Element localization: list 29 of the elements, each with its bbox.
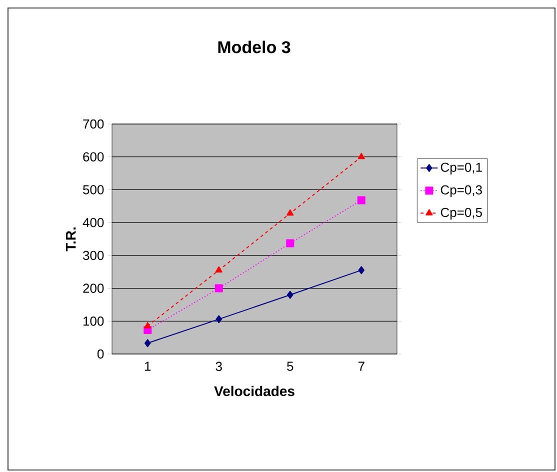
chart-title: Modelo 3 — [218, 40, 290, 54]
x-tick-label: 1 — [145, 362, 151, 371]
legend-label: Cp=0,5 — [440, 208, 482, 220]
point — [215, 266, 222, 272]
y-tick-label: 700 — [83, 119, 104, 129]
point — [216, 315, 222, 324]
y-tick-label: 600 — [83, 152, 104, 162]
y-tick-label: 200 — [83, 284, 104, 293]
x-tick-label: 7 — [358, 362, 364, 371]
point — [357, 196, 366, 204]
y-tick-label: 500 — [83, 185, 104, 194]
point — [358, 266, 364, 274]
point — [287, 290, 294, 299]
point — [286, 209, 294, 216]
x-tick-label: 3 — [216, 362, 222, 372]
point — [358, 152, 365, 160]
y-tick-label: 100 — [84, 316, 104, 326]
x-axis-title: Velocidades — [214, 386, 294, 396]
point — [286, 239, 294, 248]
x-tick-label: 5 — [287, 362, 294, 371]
y-axis-title: T.R. — [66, 228, 76, 252]
y-tick-label: 300 — [83, 250, 104, 260]
legend-label: Cp=0,1 — [440, 162, 482, 174]
point — [144, 322, 152, 328]
point — [214, 284, 223, 292]
y-tick-label: 400 — [82, 218, 104, 228]
legend-label: Cp=0,3 — [440, 185, 482, 198]
point — [144, 339, 151, 348]
y-tick-label: 0 — [97, 349, 104, 359]
